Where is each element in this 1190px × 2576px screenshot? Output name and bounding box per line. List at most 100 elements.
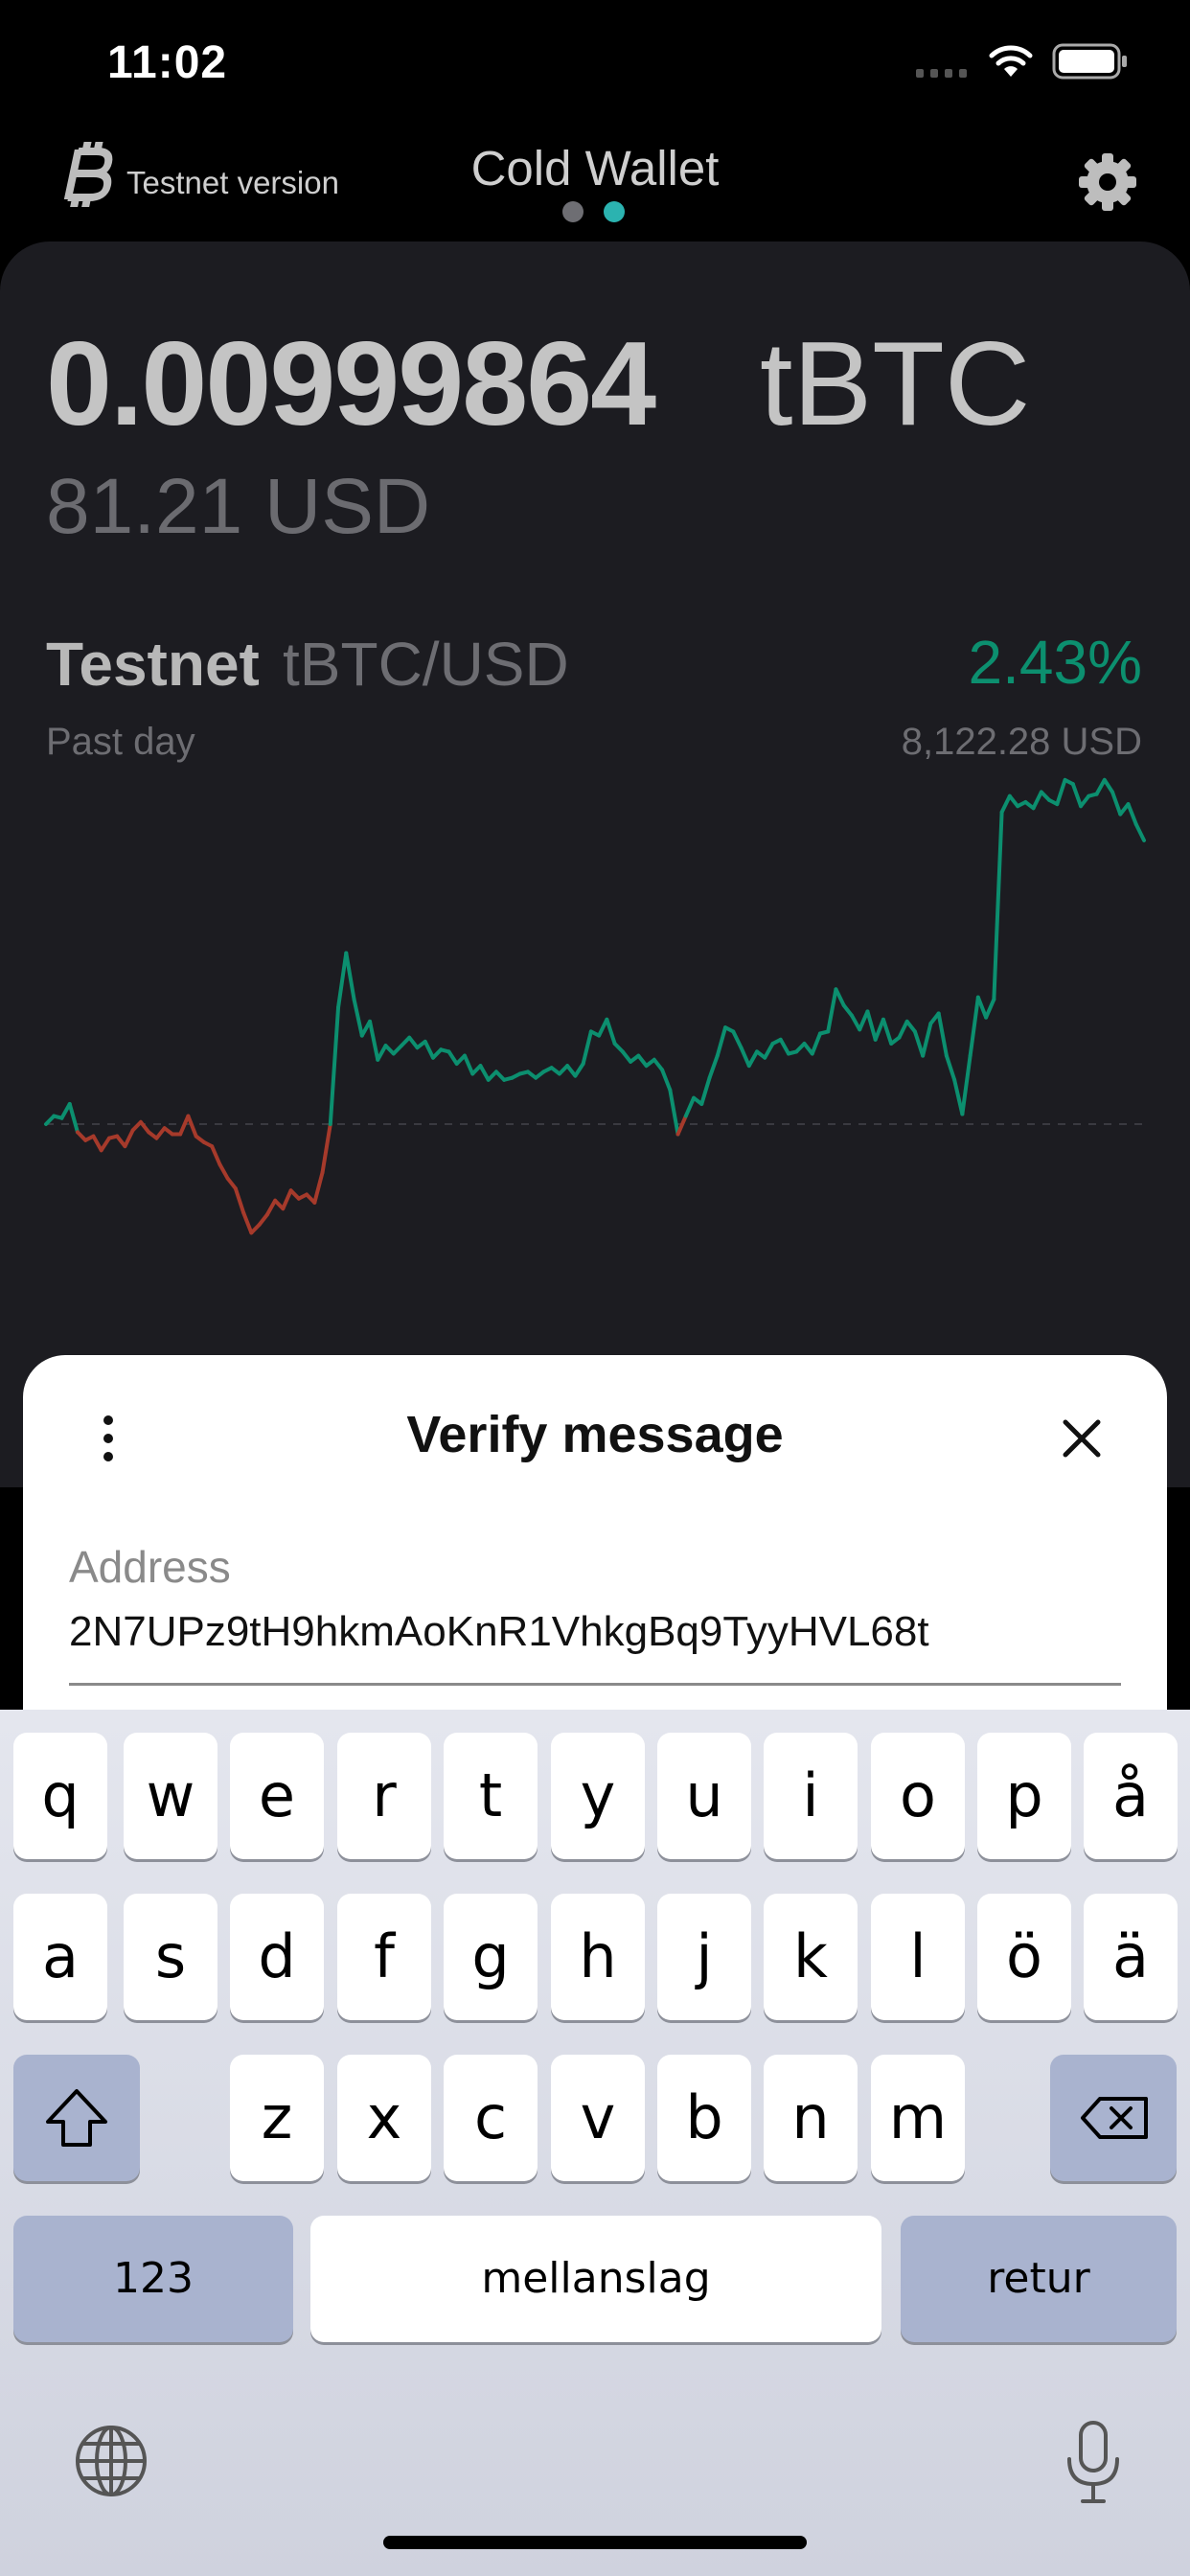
chart-line-segment [841,1003,854,1018]
chart-line-segment [960,1053,973,1116]
chart-line-segment [423,1039,435,1060]
key-f[interactable]: f [337,1894,431,2020]
key-o-umlaut[interactable]: ö [977,1894,1071,2020]
address-field[interactable]: 2N7UPz9tH9hkmAoKnR1VhkgBq9TyyHVL68t [69,1608,929,1655]
chart-line-segment [178,1114,191,1137]
key-v[interactable]: v [551,2055,645,2181]
chart-line-segment [123,1128,135,1149]
delete-key[interactable] [1050,2055,1177,2181]
shift-key[interactable] [13,2055,140,2181]
price-change: 2.43% [968,628,1142,697]
close-icon[interactable] [1062,1418,1102,1459]
price-chart [44,777,1146,1235]
key-g[interactable]: g [444,1894,538,2020]
key-b[interactable]: b [657,2055,751,2181]
key-z[interactable]: z [230,2055,324,2181]
battery-icon [1052,43,1127,80]
current-price: 8,122.28 USD [901,721,1142,763]
chart-line-segment [217,1162,230,1181]
key-c[interactable]: c [444,2055,538,2181]
wallet-title: Cold Wallet [470,141,720,196]
key-e[interactable]: e [230,1733,324,1859]
more-vertical-icon[interactable] [94,1413,123,1464]
return-key[interactable]: retur [901,2216,1177,2342]
page-dot-2[interactable] [604,201,625,222]
numbers-key[interactable]: 123 [13,2216,293,2342]
chart-line-segment [368,1019,380,1062]
chart-line-segment [865,1009,878,1042]
globe-icon[interactable] [73,2423,149,2499]
chart-line-segment [138,1119,151,1135]
chart-line-segment [281,1188,293,1211]
chart-line-segment [975,995,989,1020]
chart-line-segment [1110,790,1123,816]
key-h[interactable]: h [551,1894,645,2020]
chart-line-segment [912,1029,926,1058]
chart-line-segment [810,1031,822,1056]
key-u[interactable]: u [657,1733,751,1859]
cellular-signal-icon [916,69,967,78]
chart-line-segment [1102,777,1115,794]
chart-line-segment [826,987,838,1034]
chart-line-segment [241,1210,254,1235]
key-l[interactable]: l [871,1894,965,2020]
key-p[interactable]: p [977,1733,1071,1859]
microphone-icon[interactable] [1062,2419,1125,2507]
chart-line-segment [376,1044,388,1062]
key-w[interactable]: w [124,1733,217,1859]
home-indicator [383,2536,807,2549]
chart-line-segment [952,1077,965,1116]
chart-line-segment [210,1144,222,1166]
key-n[interactable]: n [764,2055,858,2181]
key-j[interactable]: j [657,1894,751,2020]
space-key[interactable]: mellanslag [310,2216,881,2342]
balance-amount: 0.00999864 [46,318,656,450]
key-q[interactable]: q [13,1733,107,1859]
pair-network: Testnet [46,630,260,699]
address-underline [69,1683,1121,1686]
page-dot-1[interactable] [562,201,584,222]
key-k[interactable]: k [764,1894,858,2020]
chart-line-segment [1094,777,1107,796]
chart-line-segment [344,951,356,1001]
chart-line-segment [1007,794,1020,809]
key-y[interactable]: y [551,1733,645,1859]
chart-line-segment [858,1009,870,1032]
chart-line-segment [715,1025,728,1058]
key-r[interactable]: r [337,1733,431,1859]
chart-line-segment [731,1029,744,1050]
key-a-umlaut[interactable]: ä [1084,1894,1178,2020]
chart-line-segment [999,794,1012,815]
chart-line-segment [992,810,1004,1001]
key-a[interactable]: a [13,1894,107,2020]
status-time: 11:02 [107,37,228,88]
chart-line-segment [581,1029,593,1066]
chart-line-segment [115,1134,127,1149]
chart-line-segment [652,1057,665,1072]
key-d[interactable]: d [230,1894,324,2020]
key-s[interactable]: s [124,1894,217,2020]
chart-line-segment [675,1114,688,1137]
chart-line-segment [936,1011,949,1058]
shift-icon [46,2089,107,2147]
chart-line-segment [668,1088,680,1137]
wifi-icon [989,45,1033,77]
key-o[interactable]: o [871,1733,965,1859]
key-x[interactable]: x [337,2055,431,2181]
chart-line-segment [264,1198,278,1217]
key-i[interactable]: i [764,1733,858,1859]
chart-line-segment [1055,777,1067,807]
chart-line-segment [1070,782,1084,809]
chart-line-segment [605,1017,617,1046]
chart-line-segment [921,1022,933,1058]
gear-icon[interactable] [1077,151,1138,213]
key-a-ring[interactable]: å [1084,1733,1178,1859]
chart-line-segment [225,1176,238,1191]
chart-line-segment [478,1064,491,1082]
key-m[interactable]: m [871,2055,965,2181]
key-t[interactable]: t [444,1733,538,1859]
chart-line-segment [944,1053,957,1082]
chart-line-segment [565,1064,578,1078]
chart-line-segment [763,1042,775,1060]
chart-line-segment [328,1005,341,1126]
